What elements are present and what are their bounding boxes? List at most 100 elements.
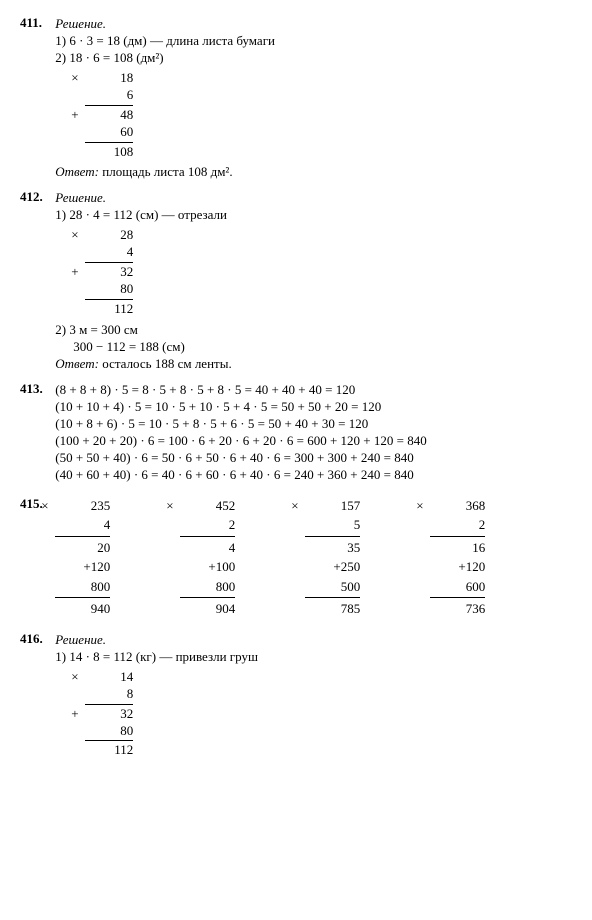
problem-416: 416. Решение. 1) 14 · 8 = 112 (кг) — при… bbox=[20, 631, 572, 763]
rule bbox=[430, 536, 485, 537]
answer-line: Ответ: площадь листа 108 дм². bbox=[55, 164, 565, 180]
p3: 600 bbox=[430, 577, 485, 597]
answer-label: Ответ: bbox=[55, 164, 99, 179]
multiplicand: 14 bbox=[120, 669, 133, 684]
rule bbox=[430, 597, 485, 598]
p2: +120 bbox=[430, 557, 485, 577]
p2: +100 bbox=[180, 557, 235, 577]
problem-body: (8 + 8 + 8) · 5 = 8 · 5 + 8 · 5 + 8 · 5 … bbox=[55, 381, 565, 484]
rule bbox=[85, 704, 133, 705]
multiplication-row: ×235 4 20 +120 800 940 ×452 2 4 +100 800… bbox=[55, 496, 565, 619]
multiplier: 4 bbox=[85, 244, 133, 261]
rule bbox=[85, 740, 133, 741]
rule bbox=[55, 597, 110, 598]
step-1: 1) 14 · 8 = 112 (кг) — привезли груш bbox=[55, 649, 565, 665]
eq-2: (10 + 10 + 4) · 5 = 10 · 5 + 10 · 5 + 4 … bbox=[55, 399, 565, 415]
b: 5 bbox=[305, 515, 360, 535]
problem-body: Решение. 1) 14 · 8 = 112 (кг) — привезли… bbox=[55, 631, 565, 763]
problem-body: Решение. 1) 6 · 3 = 18 (дм) — длина лист… bbox=[55, 15, 565, 181]
partial-1: 32 bbox=[120, 706, 133, 721]
problem-415: 415. ×235 4 20 +120 800 940 ×452 2 4 +10… bbox=[20, 496, 572, 619]
solution-title: Решение. bbox=[55, 16, 565, 32]
column-multiplication: ×18 6 +48 60 108 bbox=[85, 70, 565, 160]
p1: 35 bbox=[305, 538, 360, 558]
step-3: 300 − 112 = 188 (см) bbox=[73, 339, 565, 355]
problem-body: ×235 4 20 +120 800 940 ×452 2 4 +100 800… bbox=[55, 496, 565, 619]
plus-sign: + bbox=[71, 107, 78, 124]
res: 785 bbox=[305, 599, 360, 619]
result: 112 bbox=[85, 301, 133, 318]
a: 368 bbox=[466, 498, 486, 513]
eq-6: (40 + 60 + 40) · 6 = 40 · 6 + 60 · 6 + 4… bbox=[55, 467, 565, 483]
multiply-sign: × bbox=[416, 496, 423, 516]
partial-1: 48 bbox=[120, 107, 133, 122]
plus-sign: + bbox=[71, 264, 78, 281]
result: 108 bbox=[85, 144, 133, 161]
multiplicand: 28 bbox=[120, 227, 133, 242]
partial-1: 32 bbox=[120, 264, 133, 279]
multiply-sign: × bbox=[71, 669, 78, 686]
rule bbox=[180, 597, 235, 598]
mult-col-3: ×157 5 35 +250 500 785 bbox=[305, 496, 360, 619]
problem-number: 412. bbox=[20, 189, 52, 205]
rule bbox=[85, 142, 133, 143]
step-2: 2) 18 · 6 = 108 (дм²) bbox=[55, 50, 565, 66]
step-1: 1) 6 · 3 = 18 (дм) — длина листа бумаги bbox=[55, 33, 565, 49]
a: 452 bbox=[216, 498, 236, 513]
p3: 800 bbox=[55, 577, 110, 597]
mult-col-2: ×452 2 4 +100 800 904 bbox=[180, 496, 235, 619]
p2: +120 bbox=[55, 557, 110, 577]
partial-2: 80 bbox=[85, 723, 133, 740]
plus-sign: + bbox=[71, 706, 78, 723]
a: 235 bbox=[91, 498, 111, 513]
multiply-sign: × bbox=[291, 496, 298, 516]
res: 904 bbox=[180, 599, 235, 619]
solution-title: Решение. bbox=[55, 632, 565, 648]
p2: +250 bbox=[305, 557, 360, 577]
rule bbox=[305, 597, 360, 598]
eq-3: (10 + 8 + 6) · 5 = 10 · 5 + 8 · 5 + 6 · … bbox=[55, 416, 565, 432]
eq-5: (50 + 50 + 40) · 6 = 50 · 6 + 50 · 6 + 4… bbox=[55, 450, 565, 466]
multiplier: 6 bbox=[85, 87, 133, 104]
eq-1: (8 + 8 + 8) · 5 = 8 · 5 + 8 · 5 + 8 · 5 … bbox=[55, 382, 565, 398]
multiply-sign: × bbox=[71, 227, 78, 244]
problem-number: 413. bbox=[20, 381, 52, 397]
solution-title: Решение. bbox=[55, 190, 565, 206]
partial-2: 80 bbox=[85, 281, 133, 298]
rule bbox=[85, 105, 133, 106]
rule bbox=[85, 299, 133, 300]
rule bbox=[305, 536, 360, 537]
answer-text: площадь листа 108 дм². bbox=[99, 164, 233, 179]
answer-line: Ответ: осталось 188 см ленты. bbox=[55, 356, 565, 372]
multiply-sign: × bbox=[41, 496, 48, 516]
partial-2: 60 bbox=[85, 124, 133, 141]
answer-label: Ответ: bbox=[55, 356, 99, 371]
step-2: 2) 3 м = 300 см bbox=[55, 322, 565, 338]
p3: 500 bbox=[305, 577, 360, 597]
p1: 16 bbox=[430, 538, 485, 558]
column-multiplication: ×28 4 +32 80 112 bbox=[85, 227, 565, 317]
multiplier: 8 bbox=[85, 686, 133, 703]
rule bbox=[85, 262, 133, 263]
res: 940 bbox=[55, 599, 110, 619]
problem-411: 411. Решение. 1) 6 · 3 = 18 (дм) — длина… bbox=[20, 15, 572, 181]
eq-4: (100 + 20 + 20) · 6 = 100 · 6 + 20 · 6 +… bbox=[55, 433, 565, 449]
b: 2 bbox=[180, 515, 235, 535]
multiplicand: 18 bbox=[120, 70, 133, 85]
p1: 20 bbox=[55, 538, 110, 558]
problem-412: 412. Решение. 1) 28 · 4 = 112 (см) — отр… bbox=[20, 189, 572, 372]
p1: 4 bbox=[180, 538, 235, 558]
answer-text: осталось 188 см ленты. bbox=[99, 356, 232, 371]
problem-number: 411. bbox=[20, 15, 52, 31]
mult-col-1: ×235 4 20 +120 800 940 bbox=[55, 496, 110, 619]
a: 157 bbox=[341, 498, 361, 513]
multiply-sign: × bbox=[71, 70, 78, 87]
problem-body: Решение. 1) 28 · 4 = 112 (см) — отрезали… bbox=[55, 189, 565, 372]
b: 4 bbox=[55, 515, 110, 535]
rule bbox=[180, 536, 235, 537]
mult-col-4: ×368 2 16 +120 600 736 bbox=[430, 496, 485, 619]
result: 112 bbox=[85, 742, 133, 759]
column-multiplication: ×14 8 +32 80 112 bbox=[85, 669, 565, 759]
b: 2 bbox=[430, 515, 485, 535]
rule bbox=[55, 536, 110, 537]
